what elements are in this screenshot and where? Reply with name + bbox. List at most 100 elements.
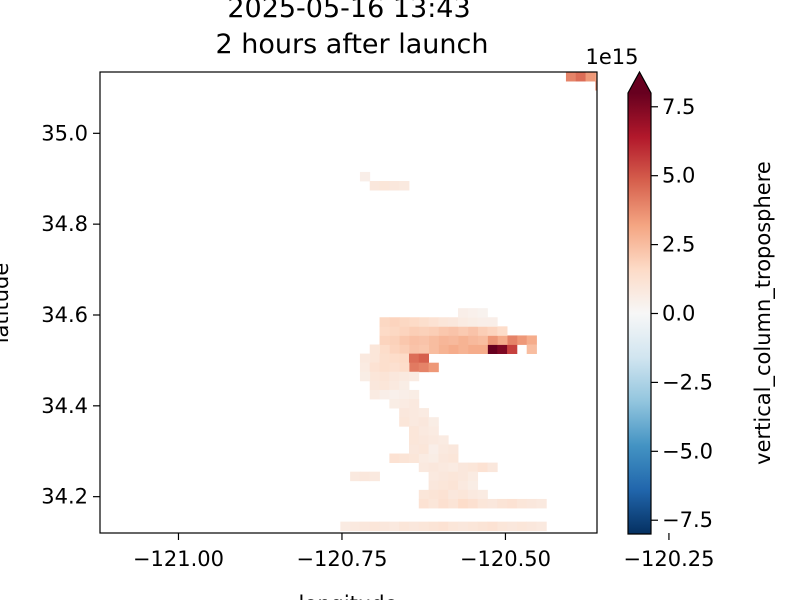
heatmap-cell (526, 344, 537, 354)
heatmap-cell (733, 127, 743, 136)
heatmap-cell (615, 90, 625, 99)
heatmap-cell (399, 453, 410, 463)
heatmap-cell (418, 344, 430, 354)
heatmap-cell (713, 117, 723, 126)
heatmap-cell (703, 117, 713, 126)
heatmap-cell (399, 417, 410, 427)
y-tick-label: 34.8 (41, 212, 88, 236)
heatmap-cell (733, 181, 743, 190)
heatmap-cell (369, 344, 380, 354)
heatmap-cell (418, 317, 430, 327)
heatmap-cell (674, 117, 684, 126)
heatmap-cell (585, 72, 596, 82)
heatmap-cell (723, 117, 733, 126)
heatmap-cell (477, 344, 488, 354)
colorbar: 7.5 5.0 2.5 0.0 −2.5 −5.0 −7.5 1e15 vertical_c… (585, 45, 776, 535)
heatmap-cell (664, 127, 674, 136)
heatmap-cell (664, 117, 674, 126)
heatmap-cell (458, 335, 469, 345)
heatmap-cell (467, 326, 479, 336)
heatmap-cell (458, 317, 469, 327)
heatmap-cell (428, 344, 439, 354)
heatmap-cell (713, 72, 723, 81)
heatmap-cell (467, 498, 479, 509)
heatmap-cell (467, 308, 479, 318)
heatmap-cell (428, 471, 439, 482)
colorbar-gradient (628, 93, 651, 534)
heatmap-cell (595, 81, 597, 91)
heatmap-cell (458, 326, 469, 336)
heatmap-cell (723, 81, 733, 90)
heatmap-cell (733, 108, 743, 117)
heatmap-cell (418, 453, 430, 463)
heatmap-cell (418, 489, 430, 500)
colorbar-ticks: 7.5 5.0 2.5 0.0 −2.5 −5.0 −7.5 (651, 95, 713, 532)
heatmap-cell (359, 353, 371, 364)
heatmap-cell (448, 326, 459, 336)
heatmap-cell (497, 344, 508, 354)
heatmap-cell (703, 145, 713, 154)
heatmap-cell (693, 81, 703, 90)
heatmap-cell (418, 521, 430, 532)
heatmap-cell (418, 426, 430, 436)
heatmap-cell (703, 190, 713, 199)
heatmap-cell (428, 521, 439, 532)
heatmap-cell (674, 127, 684, 136)
heatmap-cell (467, 335, 479, 345)
heatmap-cell (723, 154, 733, 163)
heatmap-cell (487, 326, 498, 336)
heatmap-cell (713, 226, 723, 235)
heatmap-cell (477, 317, 488, 327)
colorbar-tick-label: 2.5 (662, 233, 695, 257)
heatmap-cell (369, 380, 380, 391)
heatmap-cell (399, 371, 410, 382)
colorbar-tick-label: −7.5 (662, 508, 713, 532)
heatmap-cell (389, 326, 400, 336)
heatmap-cell (615, 72, 625, 81)
heatmap-cell (723, 99, 733, 108)
heatmap-cell (693, 208, 703, 217)
heatmap-cell (428, 362, 439, 373)
heatmap-cell (428, 453, 439, 463)
heatmap-cell (458, 471, 469, 482)
heatmap-cell (733, 236, 743, 245)
heatmap-cell (418, 362, 430, 373)
x-axis: −121.00 −120.75 −120.50 −120.25 (133, 533, 714, 571)
x-tick-label: −120.25 (623, 547, 714, 571)
heatmap-cell (536, 498, 547, 509)
heatmap-cell (723, 163, 733, 172)
y-tick-label: 34.2 (41, 485, 88, 509)
heatmap-cell (526, 335, 537, 345)
heatmap-cell (723, 127, 733, 136)
heatmap-cell (359, 521, 371, 532)
heatmap-cell (477, 308, 488, 318)
heatmap-cell (693, 199, 703, 208)
heatmap-cell (379, 380, 390, 391)
heatmap-cell (733, 172, 743, 181)
heatmap-cell (458, 344, 469, 354)
heatmap-cell (733, 163, 743, 172)
heatmap-cell (684, 154, 694, 163)
heatmap-cell (733, 217, 743, 226)
heatmap-cell (723, 145, 733, 154)
heatmap-cell (408, 371, 420, 382)
heatmap-cell (733, 117, 743, 126)
heatmap-cell (664, 145, 674, 154)
heatmap-cell (379, 389, 390, 400)
colorbar-outline (627, 70, 652, 535)
heatmap-cell (408, 453, 420, 463)
heatmap-cell (359, 362, 371, 373)
heatmap-cell (408, 408, 420, 418)
heatmap-cell (733, 254, 743, 263)
heatmap-cell (713, 90, 723, 99)
heatmap-cell (359, 171, 371, 182)
heatmap-cell (713, 163, 723, 172)
heatmap-cell (703, 90, 713, 99)
heatmap-cell (408, 317, 420, 327)
heatmap-cell (408, 344, 420, 354)
heatmap-cell (733, 154, 743, 163)
heatmap-cell (438, 489, 449, 500)
heatmap-cell (448, 335, 459, 345)
y-tick-label: 35.0 (41, 121, 88, 145)
heatmap-cell (723, 172, 733, 181)
